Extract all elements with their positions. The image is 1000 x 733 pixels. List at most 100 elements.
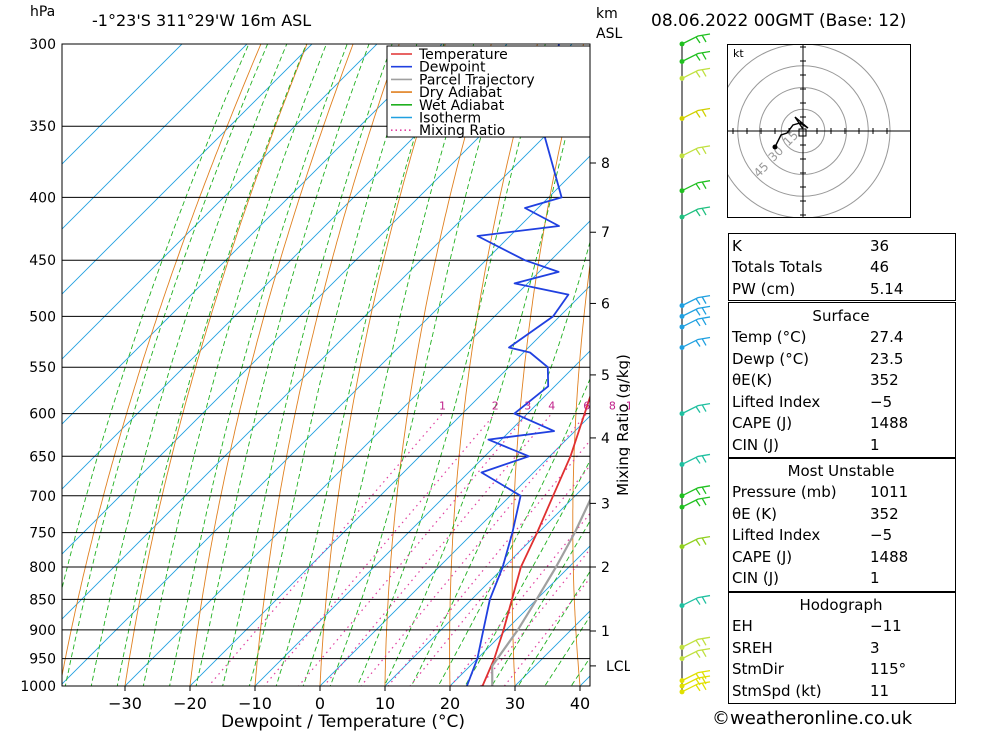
mu-value: 1488	[870, 547, 909, 566]
hodo-value: 3	[870, 638, 880, 657]
wind-barb	[681, 67, 711, 79]
lcl-label: LCL	[606, 659, 630, 675]
wet-adiabat-line	[248, 44, 418, 686]
wind-barb	[681, 180, 711, 192]
wet-adiabat-line	[302, 44, 475, 686]
wind-barb	[681, 681, 711, 693]
isotherm-line	[62, 44, 508, 490]
dry-adiabat-line	[189, 44, 354, 686]
wet-adiabat-line	[517, 570, 590, 686]
surface-label: θE(K)	[732, 371, 773, 390]
isotherm-line	[62, 44, 378, 360]
most-unstable-table: Most Unstable Pressure (mb) 1011 θE (K) 35…	[728, 460, 954, 589]
dry-adiabat-line	[254, 44, 400, 686]
wind-barb-dot	[679, 313, 685, 319]
wind-barb-dot	[679, 214, 685, 220]
mu-value: 1	[870, 569, 880, 588]
hodograph-stats-box	[728, 592, 956, 704]
hodograph-stats-title: Hodograph	[799, 595, 883, 614]
surface-value: 1	[870, 435, 880, 454]
index-value: 5.14	[870, 279, 904, 298]
surface-label: CIN (J)	[732, 435, 780, 454]
km-tick-label: 2	[601, 560, 610, 576]
mu-value: 352	[870, 504, 899, 523]
hodo-value: −11	[870, 617, 902, 636]
wet-adiabat-line	[329, 44, 508, 686]
surface-label: Dewp (°C)	[732, 349, 810, 368]
mixing-ratio-line	[450, 512, 590, 686]
mixing-ratio-label: 6	[583, 400, 590, 413]
table-row: StmSpd (kt) 11	[728, 680, 954, 702]
legend-label: Parcel Trajectory	[419, 72, 535, 88]
wind-barb-dot	[679, 324, 685, 330]
skewt-chart: 1234681015202530035040045050055060065070…	[20, 37, 630, 732]
x-tick-label: 40	[570, 694, 590, 713]
pressure-tick-label: 300	[29, 37, 56, 53]
datetime-title: 08.06.2022 00GMT (Base: 12)	[651, 11, 907, 31]
table-row: PW (cm) 5.14	[728, 278, 954, 300]
x-tick-label: 20	[440, 694, 460, 713]
table-row: θE (K) 352	[728, 503, 954, 525]
table-row: Pressure (mb) 1011	[728, 482, 954, 504]
dry-adiabat-line	[384, 44, 492, 686]
pressure-tick-label: 550	[29, 360, 56, 376]
index-label: K	[732, 236, 742, 255]
mu-value: 1011	[870, 483, 909, 502]
wind-barb	[681, 485, 711, 497]
dry-adiabat-line	[124, 44, 308, 686]
wind-barb-dot	[679, 411, 685, 417]
wind-barb	[681, 648, 711, 660]
wind-barb-dot	[679, 683, 685, 689]
pressure-tick-label: 450	[29, 253, 56, 269]
wind-barb	[681, 206, 711, 218]
most-unstable-title: Most Unstable	[787, 461, 895, 480]
wet-adiabat-line	[275, 44, 445, 686]
wind-barb-dot	[679, 116, 685, 122]
table-row: Surface	[728, 305, 954, 327]
hodo-value: 115°	[870, 660, 907, 679]
isotherm-line	[62, 44, 313, 295]
wind-barb-dot	[679, 303, 685, 309]
table-row: SREH 3	[728, 637, 954, 659]
dry-adiabat-line	[572, 261, 590, 686]
hodo-label: StmSpd (kt)	[732, 681, 822, 700]
temperature-curve	[481, 394, 590, 686]
wind-barb	[681, 496, 711, 508]
table-row: CIN (J) 1	[728, 568, 954, 590]
surface-value: 1488	[870, 414, 909, 433]
wet-adiabat-line	[222, 44, 393, 686]
mixing-ratio-line	[503, 577, 590, 686]
pressure-tick-label: 600	[29, 407, 56, 423]
wet-adiabat-line	[544, 615, 590, 686]
mixing-ratio-line	[387, 439, 590, 686]
dewpoint-curve	[466, 44, 570, 686]
pressure-tick-label: 700	[29, 489, 56, 505]
isotherm-line	[62, 44, 248, 230]
x-tick-label: 30	[505, 694, 525, 713]
wind-barb	[681, 535, 711, 548]
isotherm-line	[62, 44, 443, 425]
index-label: Totals Totals	[732, 258, 823, 277]
wind-barb	[681, 336, 711, 349]
isotherm-line	[384, 480, 590, 686]
wind-barb	[681, 50, 711, 63]
pressure-tick-label: 900	[29, 623, 56, 639]
mixing-ratio-label: 10	[626, 400, 630, 413]
wind-barb-dot	[679, 461, 685, 467]
surface-box	[728, 302, 956, 458]
wet-adiabat-line	[195, 44, 370, 686]
wet-adiabat-line	[142, 44, 327, 686]
isotherm-line	[254, 350, 590, 686]
wind-barb	[681, 316, 711, 328]
hodograph-trace	[774, 116, 809, 148]
km-tick-label: 8	[601, 156, 610, 172]
indices-box	[728, 233, 956, 301]
pressure-tick-label: 950	[29, 652, 56, 668]
wet-adiabat-line	[169, 44, 348, 686]
wind-barb	[681, 33, 711, 45]
surface-label: Lifted Index	[732, 392, 821, 411]
hodograph-stats-table: Hodograph EH −11 SREH 3 StmDir 115° StmSpd …	[728, 594, 954, 702]
wind-barb	[681, 107, 711, 120]
wind-barb	[681, 636, 711, 648]
mixing-ratio-label: 8	[609, 400, 616, 413]
